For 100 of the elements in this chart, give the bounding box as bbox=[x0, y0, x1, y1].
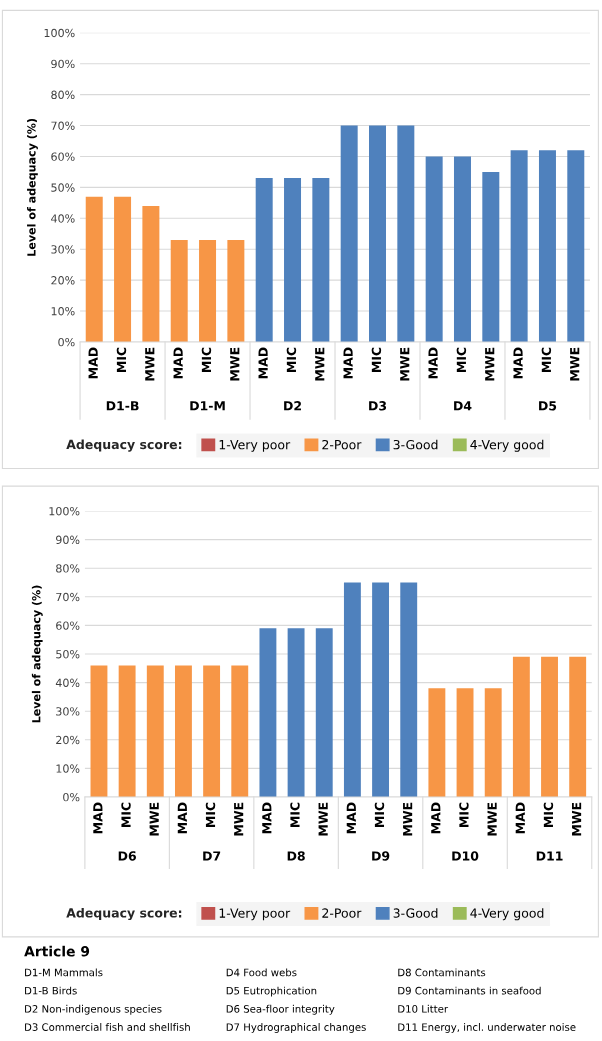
text: D7 bbox=[203, 851, 221, 861]
y-tick-label: 90% bbox=[51, 59, 75, 69]
y-tick-label: 10% bbox=[56, 764, 80, 773]
text: D1-B bbox=[106, 401, 139, 411]
x-tick-label: MIC bbox=[541, 347, 552, 372]
x-tick-label: MAD bbox=[428, 347, 438, 379]
bar bbox=[170, 239, 188, 342]
x-tick-label: MIC bbox=[459, 802, 469, 827]
bar bbox=[343, 582, 361, 797]
bar bbox=[90, 665, 108, 797]
legend-label: 3-Good bbox=[393, 908, 438, 918]
bar bbox=[142, 205, 160, 342]
text: D9 bbox=[372, 851, 390, 861]
y-tick-label: 80% bbox=[56, 564, 80, 573]
x-tick-label: MAD bbox=[513, 347, 523, 379]
x-tick-label: MAD bbox=[431, 802, 441, 834]
x-tick-label: MAD bbox=[346, 802, 356, 834]
legend-label: 2-Poor bbox=[322, 439, 362, 450]
x-tick-label: MWE bbox=[485, 347, 495, 381]
bar bbox=[284, 178, 302, 342]
y-tick-label: 70% bbox=[56, 592, 80, 602]
x-tick-label: MIC bbox=[201, 347, 212, 372]
x-tick-label: MIC bbox=[543, 802, 554, 827]
bar bbox=[484, 688, 502, 797]
x-tick-label: MIC bbox=[121, 802, 131, 827]
y-tick-label: 0% bbox=[58, 337, 75, 347]
text: D2 bbox=[284, 401, 301, 411]
text: D8 bbox=[287, 851, 305, 861]
legend-label: 4-Very good bbox=[470, 439, 544, 452]
text: D1-B Birds bbox=[25, 986, 77, 995]
legend-label: 4-Very good bbox=[470, 908, 544, 921]
text: D8 Contaminants bbox=[398, 968, 486, 977]
bar bbox=[510, 150, 528, 342]
y-tick-label: 60% bbox=[51, 152, 75, 161]
text: D10 Litter bbox=[398, 1004, 449, 1013]
y-tick-label: 30% bbox=[56, 707, 80, 716]
x-tick-label: MAD bbox=[258, 347, 268, 379]
text: Article 9 bbox=[24, 945, 90, 957]
x-tick-label: MIC bbox=[374, 802, 385, 827]
bar bbox=[567, 150, 585, 342]
x-tick-label: MWE bbox=[145, 347, 155, 381]
x-tick-label: MIC bbox=[286, 347, 297, 372]
legend-title: Adequacy score: bbox=[66, 439, 182, 452]
legend-label: 3-Good bbox=[393, 439, 438, 450]
x-tick-label: MWE bbox=[403, 802, 413, 836]
text: D6 bbox=[118, 851, 136, 861]
bar bbox=[372, 582, 390, 797]
text: D1-M bbox=[190, 401, 225, 411]
text: D11 Energy, incl. underwater noise bbox=[398, 1023, 576, 1033]
x-tick-label: MIC bbox=[116, 347, 127, 372]
y-tick-label: 20% bbox=[56, 735, 80, 745]
x-tick-label: MWE bbox=[400, 347, 410, 381]
legend-label: 2-Poor bbox=[322, 908, 362, 918]
x-tick-label: MIC bbox=[371, 347, 382, 372]
text: D5 Eutrophication bbox=[226, 986, 317, 997]
y-tick-label: 90% bbox=[56, 535, 80, 544]
y-tick-label: 30% bbox=[51, 245, 75, 254]
bar bbox=[85, 196, 103, 342]
text: D10 bbox=[452, 851, 479, 861]
x-tick-label: MAD bbox=[343, 347, 353, 379]
text: D7 Hydrographical changes bbox=[226, 1023, 366, 1033]
text: D1-M Mammals bbox=[25, 968, 103, 977]
x-tick-label: MIC bbox=[290, 802, 300, 827]
bar bbox=[453, 156, 471, 342]
x-tick-label: MWE bbox=[487, 802, 497, 836]
text: D6 Sea-floor integrity bbox=[226, 1004, 335, 1015]
y-axis-title: Level of adequacy (%) bbox=[27, 118, 38, 256]
bar bbox=[400, 582, 418, 797]
y-tick-label: 100% bbox=[44, 28, 75, 38]
x-tick-label: MWE bbox=[149, 802, 159, 836]
bar bbox=[227, 239, 245, 342]
legend-label: 1-Very poor bbox=[219, 908, 291, 921]
bar bbox=[315, 628, 333, 797]
y-tick-label: 50% bbox=[51, 183, 75, 192]
y-tick-label: 0% bbox=[63, 792, 80, 802]
bar bbox=[174, 665, 192, 797]
x-tick-label: MWE bbox=[572, 802, 582, 836]
bar bbox=[538, 150, 556, 342]
bar bbox=[456, 688, 474, 797]
bar bbox=[199, 239, 217, 342]
y-tick-label: 20% bbox=[51, 276, 75, 285]
bar bbox=[482, 171, 500, 342]
x-tick-label: MAD bbox=[177, 802, 187, 834]
y-axis-title: Level of adequacy (%) bbox=[31, 585, 43, 723]
bar bbox=[287, 628, 305, 797]
y-tick-label: 100% bbox=[49, 507, 80, 516]
x-tick-label: MAD bbox=[93, 802, 103, 834]
text: D11 bbox=[536, 851, 563, 861]
bar bbox=[114, 196, 132, 342]
text: D2 Non-indigenous species bbox=[25, 1004, 162, 1015]
bar bbox=[569, 656, 587, 797]
bar bbox=[425, 156, 443, 342]
text: D3 bbox=[369, 401, 387, 411]
x-tick-label: MAD bbox=[173, 347, 183, 379]
y-tick-label: 40% bbox=[51, 214, 75, 223]
y-tick-label: 50% bbox=[56, 649, 80, 659]
text: D4 Food webs bbox=[226, 968, 297, 977]
bar bbox=[259, 628, 277, 797]
y-tick-label: 60% bbox=[56, 621, 80, 630]
y-tick-label: 10% bbox=[51, 307, 75, 316]
